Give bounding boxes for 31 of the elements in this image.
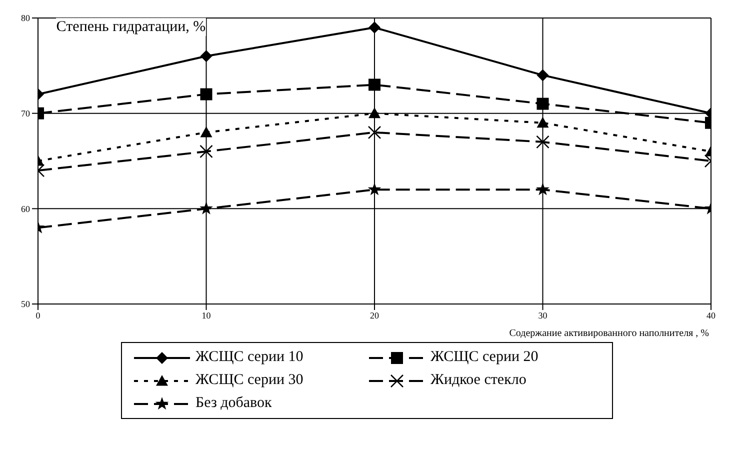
point <box>200 126 212 138</box>
point <box>368 107 380 118</box>
point <box>200 202 213 214</box>
point <box>200 50 212 62</box>
x-tick-label: 10 <box>202 310 212 320</box>
y-tick-label: 60 <box>21 204 30 214</box>
legend-label: Без добавок <box>196 395 272 412</box>
y-tick-label: 70 <box>21 108 30 119</box>
point <box>200 144 213 158</box>
legend-label: ЖСЩС серии 30 <box>196 372 304 389</box>
x-tick-label: 30 <box>538 310 548 320</box>
point <box>368 126 382 140</box>
legend-label: Жидкое стекло <box>430 372 526 389</box>
point <box>536 69 549 82</box>
point <box>368 78 380 91</box>
legend-label: ЖСЩС серии 20 <box>430 349 538 366</box>
point <box>368 22 380 34</box>
point <box>536 116 549 128</box>
point <box>368 182 382 196</box>
y-tick-label: 50 <box>21 299 30 310</box>
y-axis-title: Степень гидратации, % <box>56 18 206 36</box>
point <box>536 135 550 149</box>
x-axis-title: Содержание активированного наполнителя , % <box>509 328 709 339</box>
y-tick-label: 80 <box>21 13 30 24</box>
x-tick-label: 40 <box>706 310 716 320</box>
x-tick-label: 0 <box>36 310 41 320</box>
point <box>536 98 549 110</box>
x-tick-label: 20 <box>370 310 380 320</box>
point <box>200 88 212 100</box>
legend-label: ЖСЩС серии 10 <box>196 349 304 366</box>
point <box>536 182 550 196</box>
